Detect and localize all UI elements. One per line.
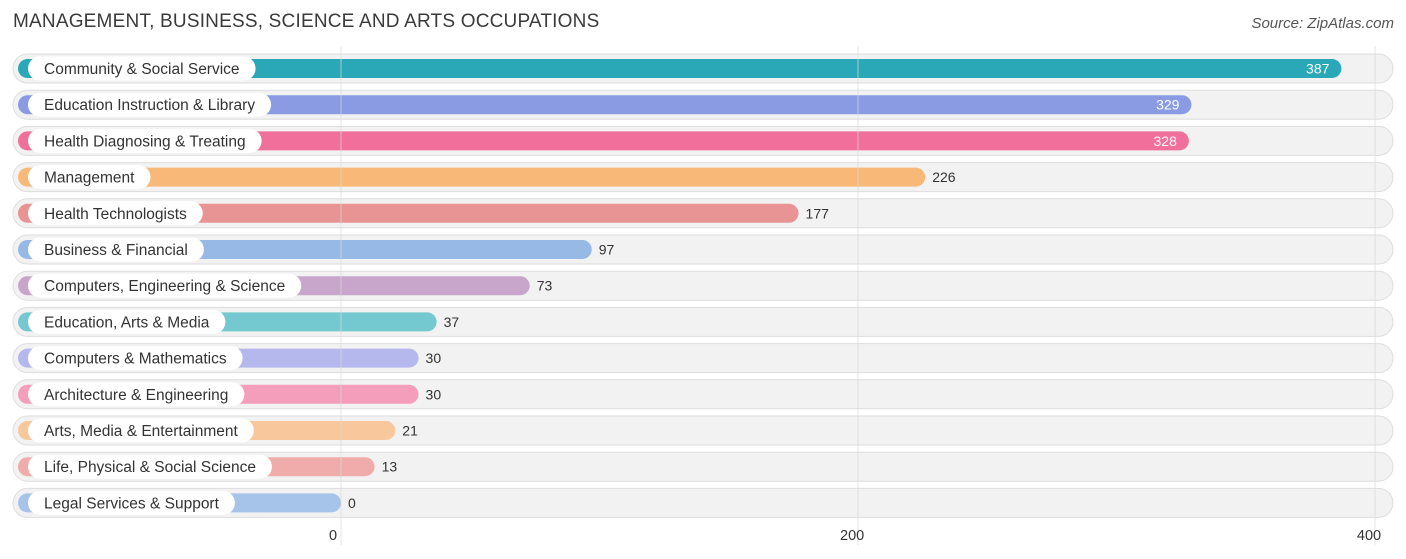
x-tick-label: 200 (840, 528, 864, 544)
chart-title: MANAGEMENT, BUSINESS, SCIENCE AND ARTS O… (13, 11, 600, 32)
bar-label-pill (28, 165, 151, 190)
data-label: 37 (444, 314, 460, 330)
bar-label-pill (28, 56, 256, 81)
bar-label-pill (28, 201, 203, 226)
bar-label: Community & Social Service (44, 61, 240, 78)
data-label: 329 (1156, 97, 1180, 113)
bar-label: Architecture & Engineering (44, 387, 228, 404)
x-tick-label: 400 (1357, 528, 1381, 544)
data-label: 177 (806, 205, 830, 221)
bar-label-pill (28, 309, 226, 334)
bar-label-pill (28, 237, 204, 262)
bar-label: Legal Services & Support (44, 495, 220, 512)
data-label: 387 (1306, 61, 1330, 77)
row-track (12, 487, 1394, 518)
bar-rows (12, 53, 1394, 518)
data-label: 13 (382, 459, 398, 475)
bar-label: Management (44, 170, 135, 187)
data-label: 30 (426, 386, 442, 402)
x-tick-label: 0 (329, 528, 337, 544)
bar-labels: Community & Social Service 387 Education I… (28, 56, 1330, 515)
bar-label: Computers, Engineering & Science (44, 278, 285, 295)
bar-label: Education Instruction & Library (44, 97, 255, 114)
data-label: 73 (537, 278, 553, 294)
bar (18, 95, 1192, 115)
bar-label: Life, Physical & Social Science (44, 459, 256, 476)
bar-label-pill (28, 418, 254, 443)
bar-label: Health Technologists (44, 206, 187, 223)
bar (18, 203, 799, 223)
bar-label-pill (28, 128, 262, 153)
bar-label: Computers & Mathematics (44, 351, 227, 368)
bar-label-pill (28, 273, 302, 298)
bar-label: Health Diagnosing & Treating (44, 133, 246, 150)
data-label: 97 (599, 242, 615, 258)
bar-label-pill (28, 454, 272, 479)
bar-label: Arts, Media & Entertainment (44, 423, 239, 440)
bar (18, 167, 926, 187)
bar-label-pill (28, 490, 235, 515)
bar-label: Business & Financial (44, 242, 188, 259)
bar-label-pill (28, 92, 272, 117)
bar-label: Education, Arts & Media (44, 314, 210, 331)
data-label: 21 (402, 423, 418, 439)
data-label: 226 (932, 169, 956, 185)
source-label: Source: ZipAtlas.com (1251, 15, 1394, 32)
data-label: 0 (348, 495, 356, 511)
data-label: 30 (426, 350, 442, 366)
gridlines: 0 200 400 (329, 46, 1381, 545)
data-label: 328 (1154, 133, 1178, 149)
bar (18, 59, 1342, 78)
bar-label-pill (28, 382, 245, 407)
bar-label-pill (28, 346, 243, 371)
bar (18, 131, 1189, 151)
